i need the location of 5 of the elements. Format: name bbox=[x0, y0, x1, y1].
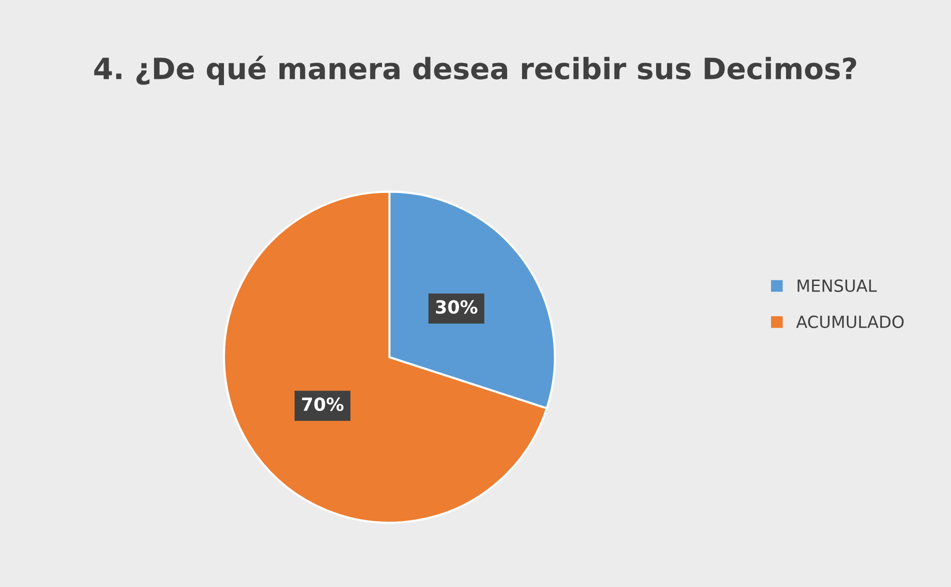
legend-label: ACUMULADO bbox=[796, 316, 904, 328]
legend-label: MENSUAL bbox=[798, 279, 877, 292]
chart-title: 4. ¿De qué manera desea recibir sus Decimos? bbox=[94, 56, 856, 86]
data-label: 30% bbox=[436, 300, 478, 314]
data-label: 70% bbox=[302, 397, 344, 412]
